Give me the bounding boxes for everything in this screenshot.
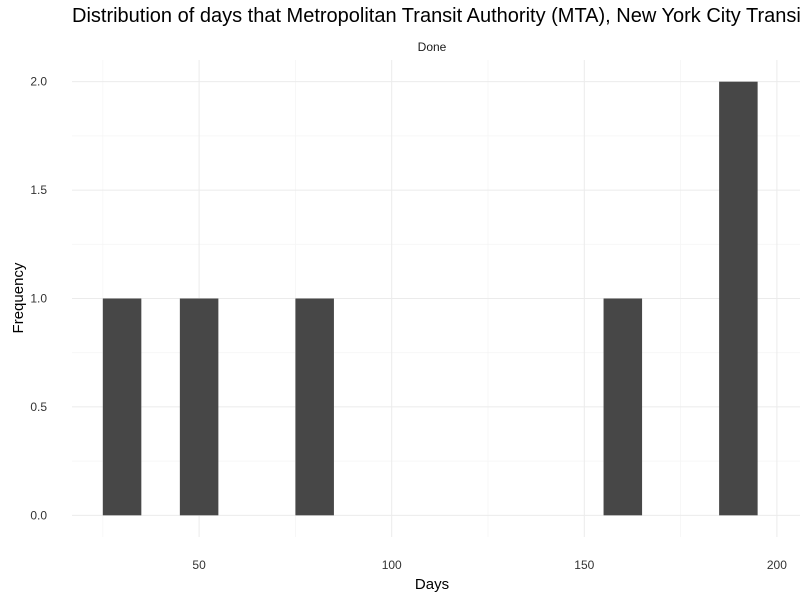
histogram-bar (295, 298, 334, 516)
chart-title: Distribution of days that Metropolitan T… (72, 5, 800, 27)
x-tick-label: 100 (382, 558, 402, 572)
y-tick-label: 0.5 (30, 400, 47, 414)
histogram-bars (102, 81, 758, 516)
axis-ticks: 50 100 150 200 0.0 0.5 1.0 1.5 2.0 (30, 75, 787, 572)
y-tick-label: 2.0 (30, 75, 47, 89)
x-tick-label: 150 (574, 558, 594, 572)
facet-strip-label: Done (418, 40, 447, 54)
histogram-bar (719, 81, 758, 516)
histogram-bar (102, 298, 142, 516)
y-axis-title: Frequency (10, 262, 27, 333)
y-tick-label: 1.0 (30, 292, 47, 306)
x-tick-label: 50 (192, 558, 206, 572)
histogram-bar (179, 298, 219, 516)
y-tick-label: 0.0 (30, 508, 47, 522)
x-axis-title: Days (415, 576, 449, 593)
histogram-bar (603, 298, 643, 516)
y-tick-label: 1.5 (30, 183, 47, 197)
x-tick-label: 200 (767, 558, 787, 572)
